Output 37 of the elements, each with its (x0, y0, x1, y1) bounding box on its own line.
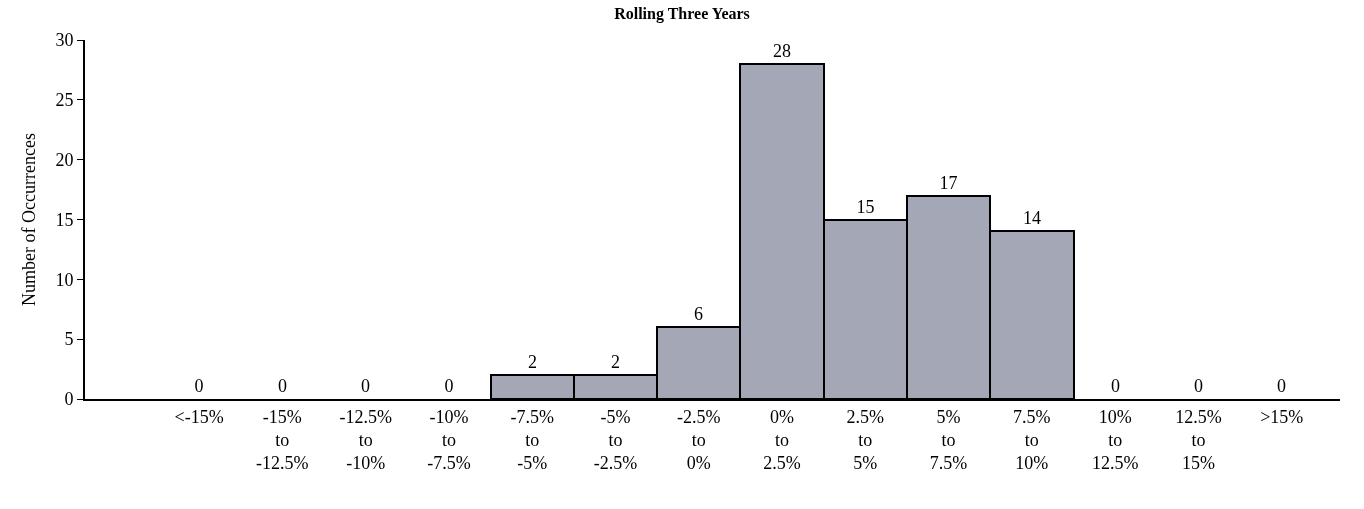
x-tick-label: -2.5% to 0% (677, 406, 721, 474)
x-tick-label: 12.5% to 15% (1175, 406, 1222, 474)
data-label: 14 (1023, 208, 1041, 228)
x-tick-label: 2.5% to 5% (846, 406, 885, 474)
data-label: 0 (361, 376, 370, 396)
chart-title: Rolling Three Years (614, 4, 750, 23)
x-tick-label: 0% to 2.5% (763, 406, 801, 474)
data-label: 2 (611, 352, 620, 372)
y-tick-label: 25 (55, 90, 74, 111)
x-tick-label: 7.5% to 10% (1013, 406, 1051, 474)
y-tick-label: 20 (55, 149, 74, 170)
data-label: 6 (694, 304, 703, 324)
data-label: 0 (1194, 376, 1203, 396)
data-label: 0 (1277, 376, 1286, 396)
data-label: 28 (773, 41, 791, 61)
y-tick-label: 5 (64, 329, 74, 350)
y-tick-label: 10 (55, 269, 74, 290)
data-label: 17 (939, 173, 958, 193)
y-tick-label: 30 (55, 30, 74, 51)
x-tick-label: <-15% (174, 406, 224, 427)
x-tick-label: -10% to -7.5% (427, 406, 471, 474)
x-tick-label: >15% (1260, 406, 1304, 427)
y-tick-label: 0 (64, 389, 74, 410)
x-tick-label: -7.5% to -5% (510, 406, 554, 474)
y-tick-label: 15 (55, 209, 74, 230)
data-label: 0 (444, 376, 454, 396)
data-label: 0 (278, 376, 287, 396)
data-label: 15 (856, 197, 875, 217)
x-tick-label: -5% to -2.5% (593, 406, 638, 474)
x-tick-label: -12.5% to -10% (339, 406, 392, 474)
data-label: 0 (1111, 376, 1120, 396)
y-axis-title: Number of Occurrences (19, 133, 40, 306)
x-tick-label: -15% to -12.5% (256, 406, 309, 474)
x-tick-label: 5% to 7.5% (929, 406, 968, 474)
x-tick-label: 10% to 12.5% (1091, 406, 1139, 474)
data-label: 2 (528, 352, 537, 372)
data-label: 0 (194, 376, 204, 396)
